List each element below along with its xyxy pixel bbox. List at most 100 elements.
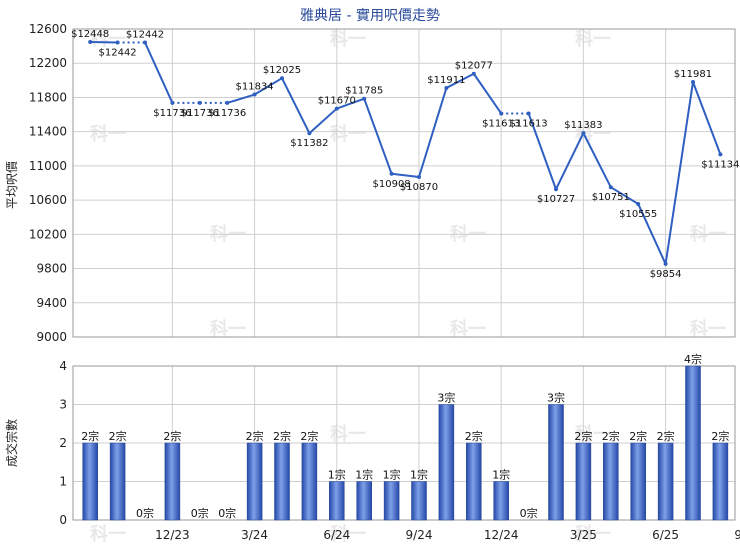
watermark-text: 科一	[90, 28, 126, 50]
price-line-segment	[555, 132, 585, 190]
count-bar	[82, 442, 98, 521]
count-data-label: 2宗	[711, 429, 729, 443]
watermark-text: 科一	[210, 318, 246, 340]
price-data-label: $12448	[71, 29, 109, 40]
price-line-segment	[308, 107, 338, 134]
watermark-text: 科一	[330, 523, 366, 545]
count-data-label: 2宗	[657, 429, 675, 443]
count-grid	[72, 365, 736, 521]
price-point	[691, 79, 695, 84]
count-data-label: 1宗	[383, 468, 401, 482]
count-data-label: 2宗	[602, 429, 620, 443]
count-bar	[548, 404, 564, 521]
price-data-label: $11613	[510, 118, 548, 129]
price-y-axis-label: 平均呎價	[5, 161, 19, 209]
count-y-tick-label: 0	[59, 513, 67, 527]
price-series: $12448$12442$12442$11736$11736$11736$118…	[71, 29, 739, 280]
price-data-label: $11382	[290, 138, 328, 149]
price-data-label: $11383	[564, 120, 602, 131]
price-point	[417, 175, 421, 180]
count-data-label: 2宗	[109, 429, 127, 443]
count-y-axis: 0 1 2 3 4	[59, 359, 67, 527]
count-bar	[603, 442, 619, 521]
count-bar	[466, 442, 482, 521]
price-point	[225, 100, 230, 105]
count-bar	[657, 442, 674, 521]
x-tick-label: 6/25	[652, 528, 679, 542]
x-tick-label: 3/24	[241, 528, 268, 542]
price-data-label: $10908	[373, 179, 411, 190]
count-bar	[274, 442, 290, 521]
count-data-label: 2宗	[273, 429, 291, 443]
price-point	[362, 96, 367, 101]
chart-title: 雅典居 - 實用呎價走勢	[300, 7, 440, 24]
watermark-text: 科一	[330, 123, 366, 145]
count-data-label: 2宗	[300, 429, 318, 443]
price-point	[389, 171, 394, 176]
count-data-label: 2宗	[81, 429, 99, 443]
price-data-label: $11736	[181, 108, 219, 119]
count-data-label: 0宗	[520, 506, 538, 520]
count-data-label: 2宗	[163, 429, 181, 443]
price-data-label: $10727	[537, 194, 575, 205]
count-bar	[356, 481, 372, 521]
price-y-tick-label: 9800	[36, 262, 67, 276]
count-bar	[329, 481, 345, 521]
price-plot-frame	[72, 28, 736, 338]
price-line-segment	[226, 93, 255, 104]
count-bar	[109, 442, 126, 521]
price-line-segment	[336, 97, 365, 110]
count-bar	[246, 442, 263, 521]
price-line-segment	[445, 72, 475, 89]
watermark-text: 科一	[575, 523, 611, 545]
watermark-text: 科一	[90, 523, 126, 545]
count-y-tick-label: 4	[59, 359, 67, 373]
count-data-label: 2宗	[629, 429, 647, 443]
price-data-label: $12025	[263, 65, 301, 76]
count-bar	[164, 442, 181, 521]
price-point	[88, 40, 93, 45]
price-data-label: $11134	[701, 159, 739, 170]
price-line-segment	[527, 113, 557, 190]
price-line-segment	[637, 203, 667, 265]
price-data-label: $10870	[400, 182, 438, 193]
price-data-label: $11736	[208, 108, 246, 119]
price-point	[143, 40, 147, 45]
count-plot-frame	[72, 365, 736, 521]
month-x-axis: 12/23 3/24 6/24 9/24 12/24 3/25 6/25 9/25	[155, 528, 740, 542]
x-tick-label: 9/24	[406, 528, 433, 542]
count-data-label: 2宗	[246, 429, 264, 443]
watermark-text: 科一	[330, 423, 366, 445]
price-data-label: $11981	[674, 69, 712, 80]
price-point	[499, 111, 504, 116]
price-point	[608, 185, 613, 190]
count-data-label: 3宗	[547, 391, 565, 405]
price-point	[115, 40, 120, 45]
price-point	[444, 85, 449, 90]
price-data-label: $11785	[345, 86, 383, 97]
count-bar	[383, 481, 400, 521]
price-line-segment	[144, 42, 174, 104]
price-line-segment	[692, 81, 722, 155]
count-data-label: 1宗	[355, 468, 373, 482]
price-point	[554, 187, 558, 192]
watermark-text: 科一	[690, 318, 726, 340]
watermark-text: 科一	[450, 318, 486, 340]
price-data-label: $10555	[619, 209, 657, 220]
price-point	[581, 131, 586, 136]
count-bar	[493, 481, 509, 521]
price-point	[636, 201, 641, 206]
x-tick-label: 12/23	[155, 528, 190, 542]
price-line-segment	[90, 41, 118, 44]
price-y-tick-label: 11400	[29, 125, 67, 139]
count-data-label: 0宗	[191, 506, 209, 520]
price-point	[252, 92, 257, 97]
count-data-label: 1宗	[492, 468, 510, 482]
count-bar	[712, 442, 729, 521]
price-data-label: $11736	[153, 108, 191, 119]
price-point	[170, 100, 175, 105]
price-line-segment	[254, 77, 283, 96]
count-y-tick-label: 2	[59, 436, 67, 450]
price-data-label: $11834	[236, 82, 274, 93]
price-grid	[72, 28, 736, 338]
